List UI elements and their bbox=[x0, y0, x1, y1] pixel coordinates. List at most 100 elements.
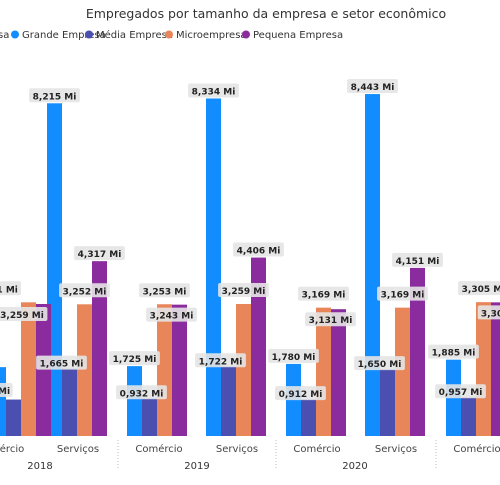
legend-item-label[interactable]: Média Empresa bbox=[96, 29, 173, 41]
legend-marker bbox=[11, 30, 19, 39]
bar[interactable] bbox=[157, 304, 172, 436]
data-label-background bbox=[435, 384, 486, 399]
x-tick-label: Comércio bbox=[135, 443, 182, 455]
data-label: 3,253 Mi bbox=[143, 287, 187, 297]
data-label: 8,443 Mi bbox=[351, 83, 395, 93]
data-label-background bbox=[146, 307, 197, 322]
data-label: 1,780 Mi bbox=[272, 353, 316, 363]
data-label-background bbox=[354, 356, 405, 371]
data-label-background bbox=[298, 286, 349, 301]
bar[interactable] bbox=[316, 307, 331, 436]
data-label: 4,406 Mi bbox=[237, 247, 281, 257]
data-label: 4,151 Mi bbox=[396, 257, 440, 267]
bar[interactable] bbox=[251, 257, 266, 436]
data-label-background bbox=[36, 355, 87, 370]
bar[interactable] bbox=[36, 304, 51, 436]
data-label: 3,305 Mi bbox=[462, 285, 500, 295]
bar[interactable] bbox=[476, 302, 491, 436]
x-tick-label: Serviços bbox=[216, 444, 258, 455]
x-tick-label: Serviços bbox=[57, 444, 99, 455]
data-label: 3,243 Mi bbox=[150, 312, 194, 322]
data-label-background bbox=[218, 283, 269, 298]
bar[interactable] bbox=[62, 368, 77, 436]
data-label: 3,169 Mi bbox=[302, 291, 346, 301]
legend-marker bbox=[165, 30, 173, 39]
bar[interactable] bbox=[0, 367, 6, 436]
legend-marker bbox=[85, 30, 93, 39]
data-label-background bbox=[275, 386, 326, 401]
chart-title: Empregados por tamanho da empresa e seto… bbox=[86, 6, 446, 21]
data-label-background bbox=[116, 385, 167, 400]
data-label: 0,957 Mi bbox=[439, 388, 483, 398]
data-label: 1,725 Mi bbox=[113, 355, 157, 365]
bar[interactable] bbox=[142, 398, 157, 436]
data-label-background bbox=[188, 83, 239, 98]
data-label-background bbox=[74, 246, 125, 261]
bar[interactable] bbox=[172, 304, 187, 436]
data-label-background bbox=[392, 252, 443, 267]
x-tick-label: Comércio bbox=[293, 443, 340, 455]
bar[interactable] bbox=[127, 366, 142, 436]
bar[interactable] bbox=[380, 369, 395, 436]
data-label-background bbox=[477, 305, 500, 320]
data-label: 1,650 Mi bbox=[358, 360, 402, 370]
bar[interactable] bbox=[395, 307, 410, 436]
bar[interactable] bbox=[461, 397, 476, 436]
x-group-label: 2019 bbox=[184, 461, 209, 472]
bar[interactable] bbox=[491, 302, 500, 436]
data-label-background bbox=[458, 281, 500, 296]
data-label-background bbox=[0, 307, 48, 322]
data-label: Mi bbox=[0, 387, 10, 397]
data-label-background bbox=[195, 353, 246, 368]
bar[interactable] bbox=[206, 98, 221, 437]
bar[interactable] bbox=[365, 94, 380, 436]
bar[interactable] bbox=[6, 399, 21, 436]
data-label-background bbox=[377, 286, 428, 301]
data-label-background bbox=[428, 344, 479, 359]
data-label: 3,259 Mi bbox=[222, 287, 266, 297]
data-label-layer: 8,215 Mi 1,725 Mi 8,334 Mi 1,780 Mi 8,443 Mi… bbox=[0, 79, 500, 401]
bar[interactable] bbox=[410, 267, 425, 436]
legend-item-label[interactable]: Pequena Empresa bbox=[253, 30, 343, 41]
bar[interactable] bbox=[92, 261, 107, 436]
data-label-background bbox=[305, 312, 356, 327]
data-label: 8,334 Mi bbox=[192, 87, 236, 97]
bar[interactable] bbox=[21, 302, 36, 436]
data-label: 0,912 Mi bbox=[279, 390, 323, 400]
legend-item-label[interactable]: Microempresa bbox=[176, 30, 247, 41]
data-label-background bbox=[59, 283, 110, 298]
data-label-background bbox=[29, 88, 80, 103]
data-label: 1,665 Mi bbox=[40, 360, 84, 370]
x-axis: ércio Serviços Comércio Serviços Comércio Ser… bbox=[0, 440, 500, 472]
data-label-background bbox=[347, 79, 398, 94]
x-tick-label: Comércio bbox=[453, 443, 500, 455]
data-label-background bbox=[139, 283, 190, 298]
bar[interactable] bbox=[236, 304, 251, 436]
data-label: 3,169 Mi bbox=[381, 291, 425, 301]
data-label: 1,885 Mi bbox=[432, 349, 476, 359]
data-label: 8,215 Mi bbox=[33, 92, 77, 102]
data-label-background bbox=[268, 348, 319, 363]
data-label: 3,259 Mi bbox=[0, 311, 44, 321]
bar[interactable] bbox=[221, 366, 236, 436]
bar[interactable] bbox=[77, 304, 92, 436]
legend-item-label[interactable]: sa bbox=[0, 30, 9, 41]
bar[interactable] bbox=[331, 309, 346, 436]
bar[interactable] bbox=[301, 399, 316, 436]
data-label-background bbox=[233, 242, 284, 257]
legend-item-label[interactable]: Grande Empresa bbox=[22, 30, 106, 41]
data-label: 4,317 Mi bbox=[78, 250, 122, 260]
data-label: 3,252 Mi bbox=[63, 287, 107, 297]
bar-layer bbox=[0, 94, 500, 437]
data-label: 3,30 bbox=[481, 309, 500, 319]
data-label: 01 Mi bbox=[0, 285, 18, 295]
x-group-label: 2018 bbox=[27, 461, 52, 472]
x-group-label: 2020 bbox=[342, 461, 367, 472]
data-label: 1,722 Mi bbox=[199, 357, 243, 367]
x-tick-label: ércio bbox=[0, 443, 24, 455]
x-tick-label: Serviços bbox=[375, 444, 417, 455]
legend-marker bbox=[242, 30, 250, 39]
data-label: 0,932 Mi bbox=[120, 389, 164, 399]
